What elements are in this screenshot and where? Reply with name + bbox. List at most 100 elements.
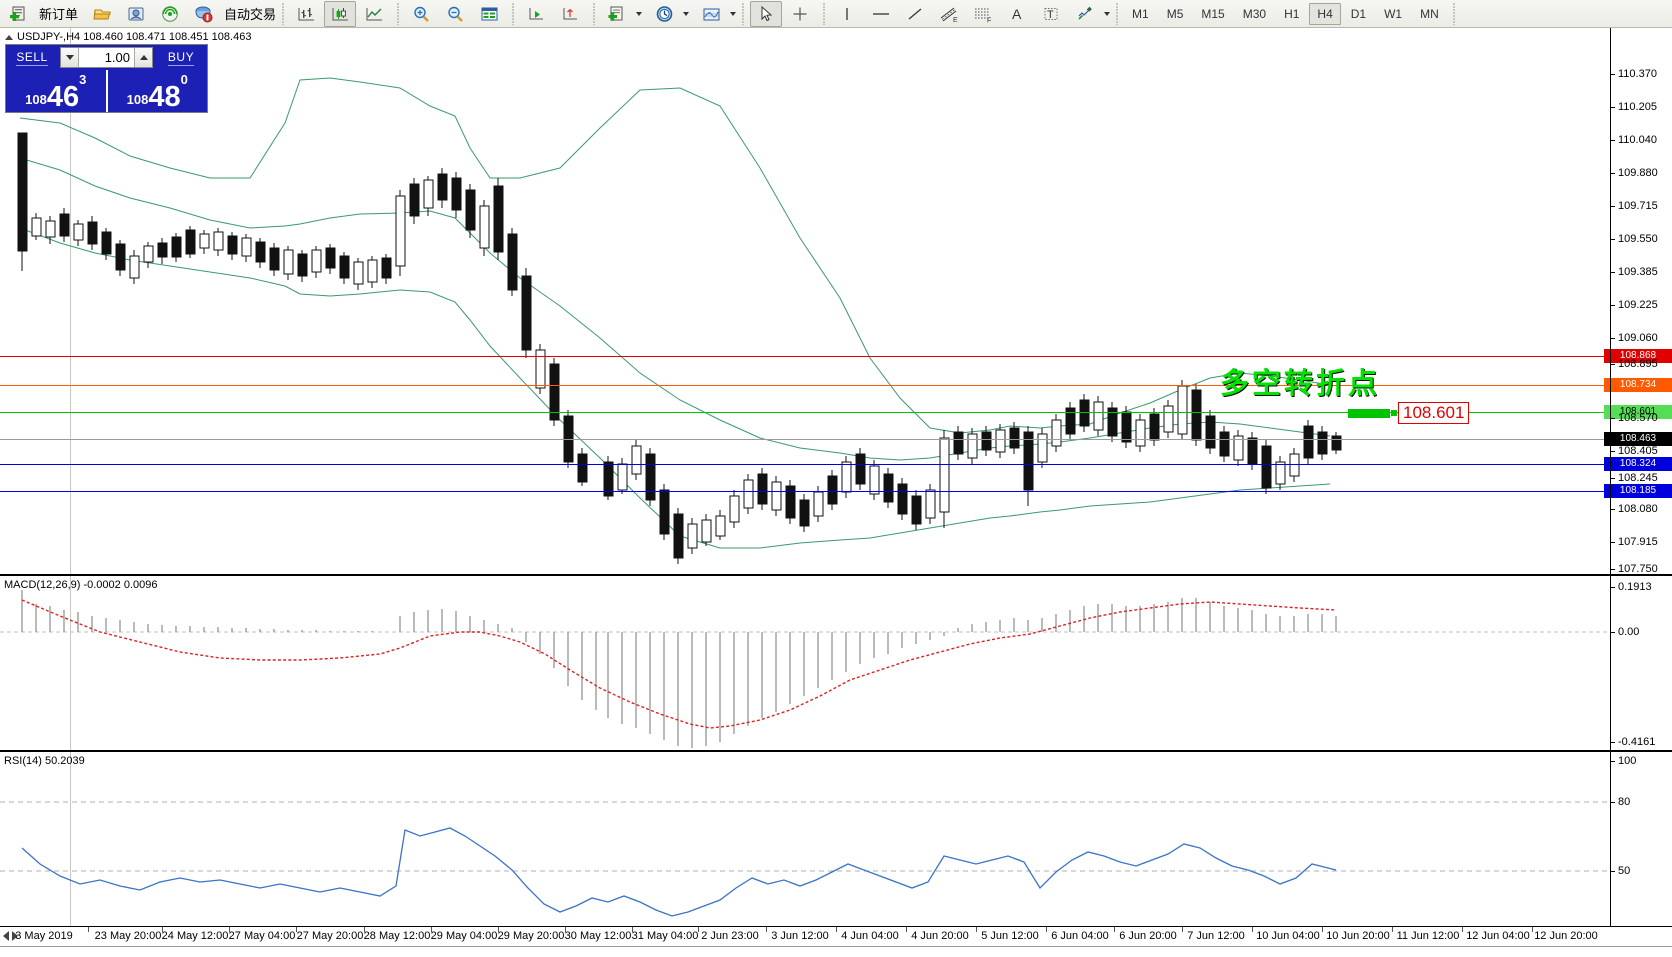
chart-window[interactable]: 108.868 108.734 108.601 108.463 108.324 … <box>0 28 1672 957</box>
volume-stepper[interactable]: 1.00 <box>60 47 153 68</box>
time-label-9: 31 May 04:00 <box>631 930 699 942</box>
macd-signal-line <box>21 599 1337 729</box>
price-tick-14: 108.080 <box>1611 503 1658 515</box>
trendline-icon[interactable] <box>899 1 931 27</box>
time-axis[interactable]: 3 May 2019 23 May 20:00 24 May 12:00 27 … <box>0 926 1672 954</box>
line-chart-icon[interactable] <box>358 1 390 27</box>
one-click-trading-panel[interactable]: SELL 1.00 BUY 108 46 3 108 <box>5 44 208 113</box>
timeframe-m1[interactable]: M1 <box>1132 6 1149 21</box>
price-line-pivot[interactable] <box>0 412 1610 413</box>
rsi-plot[interactable] <box>0 752 1610 954</box>
timeframe-h4[interactable]: H4 <box>1309 2 1341 25</box>
svg-text:A: A <box>1012 6 1022 22</box>
equidistant-channel-icon[interactable]: E <box>933 1 965 27</box>
time-label-3: 27 May 04:00 <box>228 930 296 942</box>
expert-advisor-icon[interactable] <box>188 1 220 27</box>
macd-plot[interactable] <box>0 576 1610 754</box>
timeframe-w1[interactable]: W1 <box>1384 6 1403 21</box>
timeframe-m30[interactable]: M30 <box>1242 6 1267 21</box>
new-order-label[interactable]: 新订单 <box>39 7 79 22</box>
price-line-support-1[interactable] <box>0 464 1610 465</box>
main-toolbar: 新订单 自动交易 <box>0 0 1672 28</box>
price-line-support-2[interactable] <box>0 491 1610 492</box>
folder-icon[interactable] <box>86 1 118 27</box>
templates-icon[interactable] <box>601 1 633 27</box>
macd-svg <box>0 590 1610 748</box>
price-line-resistance-1[interactable] <box>0 385 1610 386</box>
macd-axis[interactable]: 0.1913 0.00 -0.4161 <box>1610 576 1672 754</box>
price-line-resistance-2[interactable] <box>0 356 1610 357</box>
rsi-label: RSI(14) 50.2039 <box>4 755 85 767</box>
svg-text:E: E <box>953 17 958 23</box>
sell-price[interactable]: 108 46 3 <box>6 70 108 112</box>
label-icon[interactable]: T <box>1035 1 1067 27</box>
hline-icon[interactable] <box>865 1 897 27</box>
wifi-icon[interactable] <box>154 1 186 27</box>
time-tick-15 <box>1114 927 1115 932</box>
data-window-icon[interactable] <box>473 1 505 27</box>
templates-dropdown-caret[interactable] <box>636 11 643 16</box>
rsi-line <box>21 827 1337 917</box>
oct-prices-row: 108 46 3 108 48 0 <box>6 70 207 112</box>
price-tick-2: 110.040 <box>1611 134 1657 146</box>
indicators-icon[interactable] <box>695 1 727 27</box>
candlestick-icon[interactable] <box>324 0 357 27</box>
time-label-11: 3 Jun 12:00 <box>771 930 829 942</box>
bollinger-bands <box>19 77 1331 549</box>
fibonacci-icon[interactable]: F <box>967 1 999 27</box>
crosshair-icon[interactable] <box>784 1 816 27</box>
price-tick-0: 110.370 <box>1611 68 1657 80</box>
price-tick-4: 109.715 <box>1611 200 1658 212</box>
cursor-icon[interactable] <box>750 0 783 27</box>
svg-text:F: F <box>987 17 991 23</box>
time-label-10: 2 Jun 23:00 <box>701 930 759 942</box>
time-label-4: 27 May 20:00 <box>296 930 364 942</box>
bar-chart-icon[interactable] <box>290 1 322 27</box>
vline-icon[interactable] <box>831 1 863 27</box>
timeframe-h1[interactable]: H1 <box>1284 6 1300 21</box>
timeframe-d1[interactable]: D1 <box>1350 6 1367 21</box>
collapse-triangle-icon[interactable] <box>5 34 13 40</box>
buy-price[interactable]: 108 48 0 <box>108 70 208 112</box>
timeframe-m5[interactable]: M5 <box>1166 6 1184 21</box>
zoom-in-icon[interactable] <box>405 1 437 27</box>
drawings-dropdown-caret[interactable] <box>1104 11 1111 16</box>
price-label-resistance-2[interactable]: 108.868 <box>1604 349 1672 363</box>
drawings-icon[interactable] <box>1069 1 1101 27</box>
period-dropdown-caret[interactable] <box>683 11 690 16</box>
timeframe-m15[interactable]: M15 <box>1201 6 1225 21</box>
sell-button[interactable]: SELL <box>6 45 58 70</box>
new-order-button[interactable] <box>3 1 35 27</box>
price-label-support-2[interactable]: 108.185 <box>1604 484 1672 498</box>
pivot-price-callout[interactable]: 108.601 <box>1348 402 1470 424</box>
volume-increase-button[interactable] <box>134 48 152 67</box>
text-icon[interactable]: A <box>1001 1 1033 27</box>
buy-button[interactable]: BUY <box>155 45 207 70</box>
indicators-dropdown-caret[interactable] <box>730 11 737 16</box>
scroll-right-arrow-icon[interactable] <box>12 931 18 941</box>
autoscroll-icon[interactable] <box>520 1 552 27</box>
callout-price-value: 108.601 <box>1398 402 1470 424</box>
price-label-support-1[interactable]: 108.324 <box>1604 457 1672 471</box>
chart-annotation-text[interactable]: 多空转折点 <box>1220 366 1381 400</box>
time-tick-7 <box>565 927 566 932</box>
scroll-left-arrow-icon[interactable] <box>3 931 9 941</box>
price-axis[interactable]: 110.370 110.205 110.040 109.880 109.715 … <box>1610 28 1672 926</box>
volume-decrease-button[interactable] <box>61 48 79 67</box>
time-tick-19 <box>1392 927 1393 932</box>
period-icon[interactable] <box>648 1 680 27</box>
price-label-resistance-1[interactable]: 108.734 <box>1604 378 1672 392</box>
volume-value[interactable]: 1.00 <box>79 48 134 67</box>
time-label-8: 30 May 12:00 <box>564 930 632 942</box>
time-tick-10 <box>766 927 767 932</box>
time-tick-3 <box>296 927 297 932</box>
autotrading-label[interactable]: 自动交易 <box>224 7 277 22</box>
chart-shift-icon[interactable] <box>554 1 586 27</box>
timeframe-mn[interactable]: MN <box>1420 6 1439 21</box>
time-label-0: 3 May 2019 <box>15 930 73 942</box>
rsi-axis[interactable]: 100 80 50 15 0 <box>1610 752 1672 957</box>
time-label-12: 4 Jun 04:00 <box>841 930 899 942</box>
zoom-out-icon[interactable] <box>439 1 471 27</box>
profile-icon[interactable] <box>120 1 152 27</box>
price-label-pivot[interactable]: 108.601 <box>1604 405 1672 419</box>
